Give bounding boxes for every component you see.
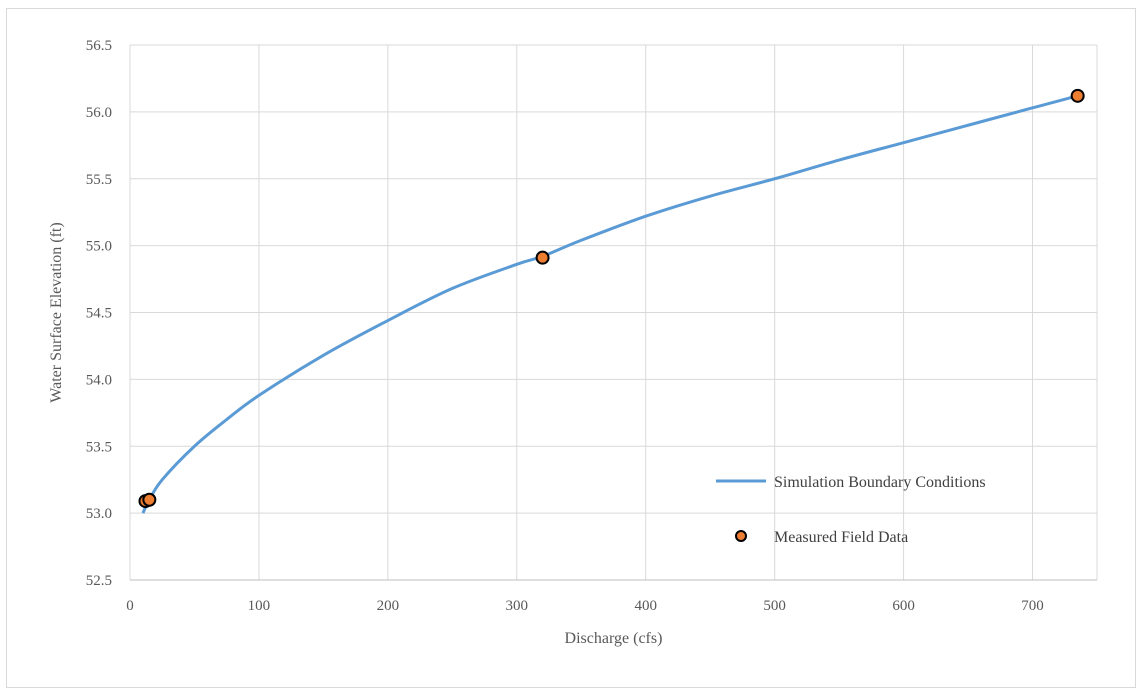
y-tick-label: 55.0	[86, 239, 112, 255]
y-tick-label: 53.0	[86, 506, 112, 522]
y-tick-label: 52.5	[86, 573, 112, 589]
gridlines	[129, 44, 1098, 581]
x-tick-label: 300	[506, 598, 529, 614]
y-tick-label: 56.5	[86, 38, 112, 54]
y-tick-label: 55.5	[86, 172, 112, 188]
x-axis-title: Discharge (cfs)	[565, 630, 663, 647]
legend: Simulation Boundary Conditions Measured F…	[716, 474, 986, 546]
measured-point	[535, 250, 550, 265]
measured-point	[142, 492, 157, 507]
y-tick-label: 54.5	[86, 306, 112, 322]
x-tick-label: 0	[126, 598, 134, 614]
y-tick-label: 54.0	[86, 372, 112, 388]
axes: 52.5 53.0 53.5 54.0 54.5 55.0 55.5 56.0 56.5 0 100…	[48, 38, 1097, 647]
y-tick-label: 56.0	[86, 105, 112, 121]
x-tick-label: 600	[892, 598, 915, 614]
measured-point	[1070, 88, 1085, 103]
chart-frame	[6, 8, 1136, 688]
x-tick-label: 100	[248, 598, 271, 614]
x-tick-label: 500	[763, 598, 786, 614]
plot-area	[138, 88, 1085, 514]
legend-label-measured: Measured Field Data	[774, 529, 908, 546]
x-tick-label: 700	[1021, 598, 1044, 614]
x-tick-label: 200	[377, 598, 400, 614]
y-tick-label: 53.5	[86, 439, 112, 455]
y-axis-title: Water Surface Elevation (ft)	[48, 222, 65, 402]
legend-marker-swatch	[735, 530, 747, 542]
x-tick-label: 400	[634, 598, 657, 614]
legend-label-simulation: Simulation Boundary Conditions	[774, 474, 986, 491]
simulation-line	[141, 94, 1079, 514]
